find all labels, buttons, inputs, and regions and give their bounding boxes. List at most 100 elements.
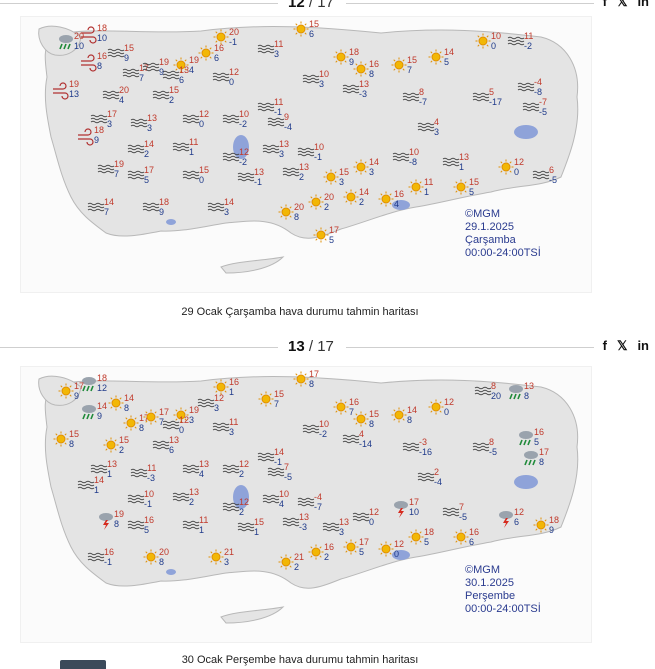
min-temp: 9 xyxy=(124,53,129,63)
sun-icon xyxy=(428,49,444,65)
dock-thumbnail[interactable] xyxy=(60,660,106,669)
sun-icon xyxy=(391,57,407,73)
max-temp: 20 xyxy=(119,85,129,95)
map-stamp: ©MGM 30.1.2025 Perşembe 00:00-24:00TSİ xyxy=(465,564,541,616)
sun-icon xyxy=(213,379,229,395)
fog-icon xyxy=(142,202,160,212)
max-temp: 18 xyxy=(424,527,434,537)
sun-icon xyxy=(58,383,74,399)
max-temp: 10 xyxy=(491,31,501,41)
windy-icon xyxy=(78,128,94,146)
facebook-share-icon[interactable]: f xyxy=(602,0,607,9)
fog-icon xyxy=(297,147,315,157)
max-temp: 8 xyxy=(491,381,496,391)
fog-icon xyxy=(127,520,145,530)
min-temp: 2 xyxy=(324,552,329,562)
min-temp: 1 xyxy=(254,527,259,537)
min-temp: 0 xyxy=(394,549,399,559)
min-temp: 9 xyxy=(74,391,79,401)
sun-icon xyxy=(173,407,189,423)
turkey-landmass xyxy=(44,26,579,239)
min-temp: -1 xyxy=(314,152,322,162)
stamp-hours: 00:00-24:00TSİ xyxy=(465,247,541,259)
max-temp: -7 xyxy=(539,97,547,107)
linkedin-share-icon[interactable]: in xyxy=(637,338,649,353)
max-temp: 13 xyxy=(339,517,349,527)
max-temp: 18 xyxy=(94,125,104,135)
min-temp: 9 xyxy=(159,207,164,217)
x-share-icon[interactable]: 𝕏 xyxy=(616,0,628,9)
min-temp: 0 xyxy=(514,167,519,177)
min-temp: 6 xyxy=(469,537,474,547)
max-temp: 10 xyxy=(279,489,289,499)
max-temp: 17 xyxy=(329,225,339,235)
counter-total: / 17 xyxy=(308,338,334,355)
min-temp: 0 xyxy=(229,77,234,87)
max-temp: 12 xyxy=(239,497,249,507)
max-temp: 15 xyxy=(369,409,379,419)
max-temp: 8 xyxy=(419,87,424,97)
sun-icon xyxy=(453,179,469,195)
max-temp: 11 xyxy=(189,137,198,147)
min-temp: -1 xyxy=(104,557,112,567)
min-temp: 3 xyxy=(147,123,152,133)
sun-icon xyxy=(103,437,119,453)
max-temp: 11 xyxy=(199,515,208,525)
max-temp: 19 xyxy=(189,55,199,65)
max-temp: 16 xyxy=(534,427,544,437)
min-temp: 10 xyxy=(97,33,107,43)
min-temp: 0 xyxy=(491,41,496,51)
fog-icon xyxy=(197,398,215,408)
fog-icon xyxy=(472,442,490,452)
fog-icon xyxy=(352,512,370,522)
fog-icon xyxy=(162,70,180,80)
max-temp: 11 xyxy=(524,31,533,41)
max-temp: 13 xyxy=(169,435,179,445)
fog-icon xyxy=(207,202,225,212)
max-temp: 10 xyxy=(239,109,249,119)
stamp-date: 29.1.2025 xyxy=(465,221,514,233)
min-temp: 2 xyxy=(299,172,304,182)
max-temp: 13 xyxy=(459,152,469,162)
max-temp: 17 xyxy=(144,165,154,175)
facebook-share-icon[interactable]: f xyxy=(602,338,607,353)
linkedin-share-icon[interactable]: in xyxy=(637,0,649,9)
windy-icon xyxy=(53,82,69,100)
max-temp: 13 xyxy=(279,139,289,149)
min-temp: -3 xyxy=(299,522,307,532)
x-share-icon[interactable]: 𝕏 xyxy=(616,338,628,353)
min-temp: 9 xyxy=(349,57,354,67)
max-temp: 17 xyxy=(139,413,149,423)
min-temp: 13 xyxy=(69,89,79,99)
max-temp: 11 xyxy=(274,97,283,107)
max-temp: 13 xyxy=(147,113,157,123)
min-temp: 3 xyxy=(189,415,194,425)
max-temp: 20 xyxy=(324,192,334,202)
min-temp: 8 xyxy=(294,212,299,222)
max-temp: 12 xyxy=(444,397,454,407)
fog-icon xyxy=(342,434,360,444)
min-temp: 10 xyxy=(409,507,419,517)
min-temp: 1 xyxy=(424,187,429,197)
min-temp: 3 xyxy=(319,79,324,89)
max-temp: 7 xyxy=(284,462,289,472)
turkey-landmass xyxy=(44,376,579,589)
min-temp: 2 xyxy=(239,469,244,479)
max-temp: 13 xyxy=(524,381,534,391)
max-temp: 14 xyxy=(444,47,454,57)
storm-icon xyxy=(394,501,408,518)
fog-icon xyxy=(237,172,255,182)
min-temp: 8 xyxy=(69,439,74,449)
fog-icon xyxy=(222,114,240,124)
min-temp: 1 xyxy=(199,525,204,535)
fog-icon xyxy=(172,492,190,502)
min-temp: 8 xyxy=(524,391,529,401)
min-temp: 1 xyxy=(459,162,464,172)
counter-total: / 17 xyxy=(308,0,334,11)
max-temp: 15 xyxy=(274,389,284,399)
rain-icon xyxy=(82,405,96,420)
min-temp: 2 xyxy=(239,507,244,517)
min-temp: -8 xyxy=(534,87,542,97)
min-temp: 3 xyxy=(229,427,234,437)
